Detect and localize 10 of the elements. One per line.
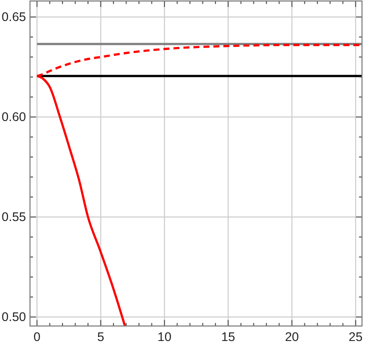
y-tick-label: 0.55 xyxy=(2,210,26,224)
x-tick-label: 15 xyxy=(221,330,236,344)
x-tick-label: 10 xyxy=(158,330,172,344)
y-tick-label: 0.60 xyxy=(2,110,26,124)
x-tick-label: 20 xyxy=(284,330,299,344)
x-tick-label: 25 xyxy=(348,330,363,344)
x-tick-label: 5 xyxy=(97,330,104,344)
y-tick-label: 0.50 xyxy=(2,310,26,324)
x-tick-label: 0 xyxy=(34,330,41,344)
y-tick-label: 0.65 xyxy=(2,10,26,24)
